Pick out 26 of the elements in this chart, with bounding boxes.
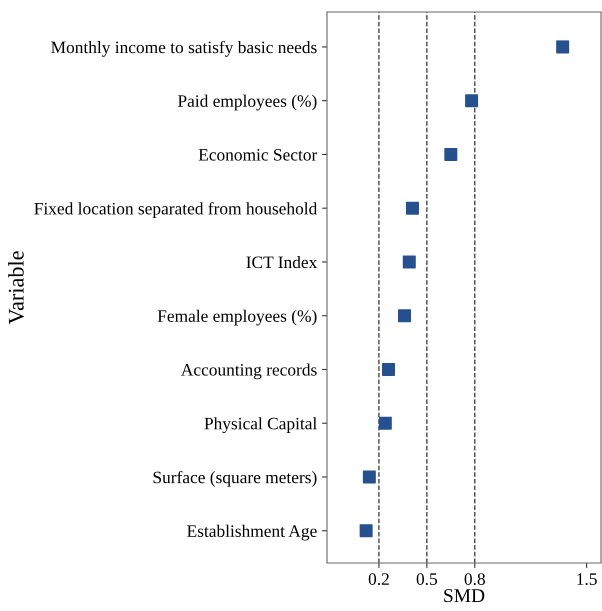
x-axis-title: SMD (444, 589, 484, 602)
y-tick-label: Physical Capital (204, 417, 317, 434)
point (398, 309, 411, 322)
point (378, 416, 392, 430)
point (360, 524, 373, 538)
x-tick-label: 0.2 (368, 573, 389, 586)
y-tick-label: Fixed location separated from household (34, 202, 318, 218)
point (406, 202, 419, 215)
y-tick-label: Paid employees (%) (178, 94, 317, 110)
point (556, 40, 570, 54)
point (465, 94, 478, 108)
y-tick-label: Accounting records (181, 363, 317, 380)
y-tick-label: Establishment Age (187, 524, 317, 541)
x-tick-label: 1.5 (577, 573, 597, 586)
y-tick-label: Surface (square meters) (154, 470, 317, 487)
y-tick-label: Female employees (%) (158, 310, 317, 326)
point (382, 362, 396, 376)
y-tick-label: Economic Sector (198, 148, 318, 161)
point (362, 470, 376, 484)
point (444, 148, 458, 161)
y-tick-label: Monthly income to satisfy basic needs (51, 40, 317, 57)
point (402, 255, 416, 268)
x-tick-label: 0.8 (464, 573, 485, 586)
x-tick-label: 0.5 (416, 573, 438, 586)
y-axis-title: Variable (8, 251, 24, 324)
y-tick-label: ICT Index (246, 256, 318, 268)
